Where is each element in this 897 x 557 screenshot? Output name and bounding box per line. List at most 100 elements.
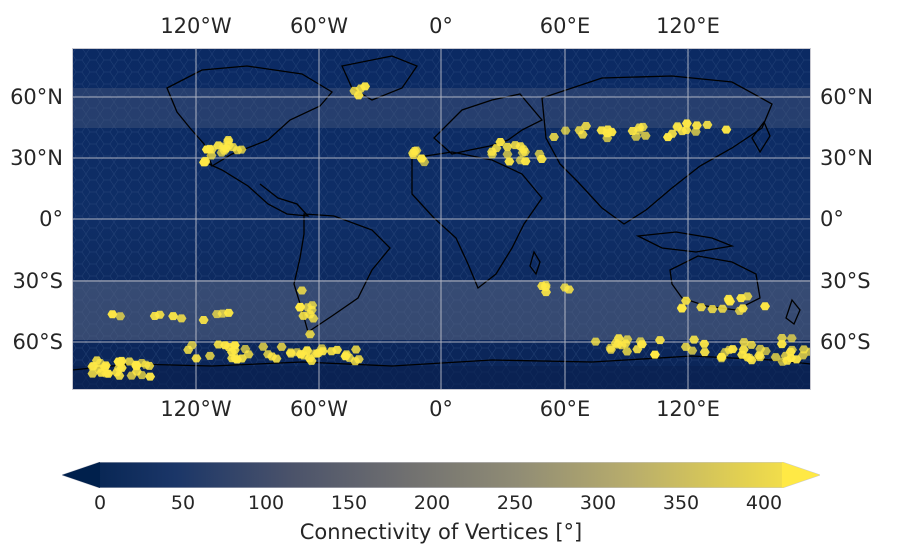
colorbar-gradient (62, 462, 820, 488)
hotspot-cell (307, 301, 318, 310)
hotspot-cell (786, 334, 797, 343)
hotspot-cell (696, 303, 707, 312)
hotspot-cell (760, 302, 771, 311)
hotspot-cell (680, 342, 691, 351)
hotspot-cell (716, 354, 727, 363)
coast-australia (669, 255, 761, 311)
coast-antarctica (72, 355, 811, 371)
hotspot-cell (93, 364, 104, 373)
lat-label-right-30s: 30°S (820, 269, 871, 293)
hotspot-cell (649, 350, 660, 359)
lat-label-right-60n: 60°N (820, 85, 873, 109)
colorbar-tick-150: 150 (330, 492, 368, 514)
hotspot-cell (736, 294, 747, 303)
hotspot-cell (672, 123, 683, 132)
hotspot-cell (416, 154, 427, 163)
hotspot-cell (213, 340, 224, 349)
hotspot-cell (797, 351, 808, 360)
hotspot-cell (285, 349, 296, 358)
colorbar-max-extend (782, 462, 820, 488)
hotspot-cell (707, 305, 718, 314)
hotspot-cell (107, 310, 118, 319)
hotspot-cell (574, 126, 585, 135)
gridlines (72, 48, 811, 390)
hotspot-cell (200, 158, 211, 167)
hotspot-cell (667, 129, 678, 138)
hotspot-cell (702, 120, 713, 129)
hotspot-cell (487, 150, 498, 159)
lon-label-top-0: 0° (429, 14, 453, 38)
hotspot-cell (204, 351, 215, 360)
lat-label-left-30s: 30°S (12, 269, 63, 293)
coast-japan (751, 120, 771, 154)
hotspot-cell (124, 357, 135, 366)
colorbar-tick-250: 250 (496, 492, 534, 514)
coast-south-america (293, 213, 391, 334)
hotspot-cell (654, 336, 665, 345)
hotspot-cell (791, 355, 802, 364)
hotspot-cell (724, 345, 735, 354)
hotspot-cell (777, 357, 788, 366)
hotspot-cell (502, 150, 513, 159)
lat-label-left-60n: 60°N (10, 85, 63, 109)
hotspot-cell (560, 126, 571, 135)
hotspot-cell (540, 281, 551, 290)
hotspot-cell (409, 146, 420, 155)
hotspot-cell (276, 342, 287, 351)
lon-label-top-120w: 120°W (160, 14, 232, 38)
lat-label-left-30n: 30°N (10, 146, 63, 170)
lat-label-right-0: 0° (820, 207, 844, 231)
hotspot-cell (145, 372, 156, 381)
hotspot-cell (606, 128, 617, 137)
hotspot-cell (504, 157, 515, 166)
hotspot-cell (605, 345, 616, 354)
hotspot-cell (746, 340, 757, 349)
coast-madagascar (529, 250, 541, 276)
hotspot-cell (176, 314, 187, 323)
hotspot-cell (515, 156, 526, 165)
hotspot-cell (198, 315, 209, 324)
lon-label-bottom-60w: 60°W (290, 397, 348, 421)
hotspot-cell (676, 304, 687, 313)
hotspot-cell (776, 334, 787, 343)
colorbar-tick-350: 350 (662, 492, 700, 514)
hotspot-cell (737, 304, 748, 313)
hotspot-cell (681, 126, 692, 135)
lon-label-top-60w: 60°W (290, 14, 348, 38)
hotspot-cell (136, 371, 147, 380)
world-map (72, 48, 811, 390)
hotspot-cell (640, 131, 651, 140)
lon-label-top-60e: 60°E (539, 14, 591, 38)
hotspot-cell (204, 144, 215, 153)
hotspot-cell (622, 335, 633, 344)
hotspot-cell (631, 132, 642, 141)
hotspot-cell (491, 144, 502, 153)
hotspot-cell (131, 362, 142, 371)
hotspot-cell (681, 119, 692, 128)
lat-label-left-60s: 60°S (12, 330, 63, 354)
hotspot-cell (495, 138, 506, 147)
coast-asia (541, 75, 773, 225)
lat-label-left-0: 0° (39, 207, 63, 231)
hotspot-cell (699, 348, 710, 357)
hotspot-cell (534, 149, 545, 158)
hotspot-cell (296, 286, 307, 295)
hotspot-cells (87, 82, 811, 381)
hotspot-cell (221, 144, 232, 153)
hotspot-cell (723, 294, 734, 303)
hotspot-cell (87, 369, 98, 378)
hotspot-cell (755, 344, 766, 353)
hotspot-cell (240, 345, 251, 354)
hotspot-cell (559, 283, 570, 292)
colorbar-min-extend (62, 462, 100, 488)
map-frame (72, 48, 811, 390)
hotspot-cell (786, 345, 797, 354)
hotspot-cell (798, 345, 809, 354)
hotspot-cell (191, 354, 202, 363)
colorbar-label: Connectivity of Vertices [°] (299, 520, 583, 544)
colorbar-tick-300: 300 (579, 492, 617, 514)
hotspot-cell (115, 312, 126, 321)
lon-label-bottom-0: 0° (429, 397, 453, 421)
hotspot-cell (518, 145, 529, 154)
coast-europe (433, 93, 544, 155)
